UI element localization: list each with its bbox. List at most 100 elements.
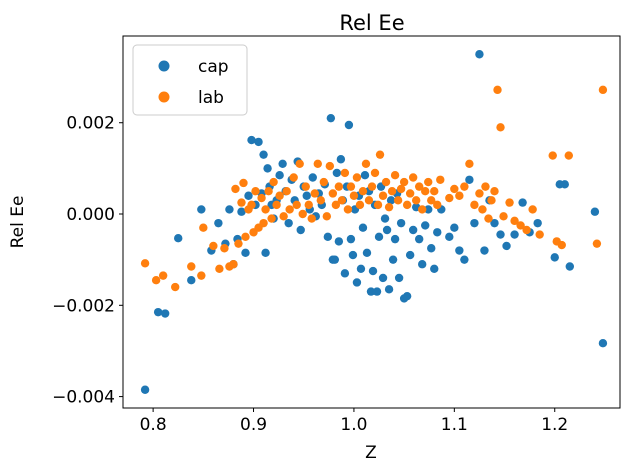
cap-point-20: [261, 248, 270, 258]
lab-point-61: [373, 200, 383, 210]
cap-point-2: [160, 309, 170, 318]
lab-point-22: [257, 193, 266, 203]
lab-point-2: [158, 271, 168, 280]
lab-point-60: [370, 168, 380, 178]
cap-point-103: [502, 241, 511, 251]
x-tick-label-2: 1.0: [340, 415, 367, 435]
cap-point-42: [323, 232, 333, 242]
cap-point-105: [518, 198, 527, 207]
cap-point-90: [433, 228, 442, 237]
lab-point-32: [285, 205, 294, 214]
lab-point-47: [331, 200, 341, 210]
lab-point-96: [496, 123, 505, 132]
lab-point-94: [490, 186, 499, 196]
cap-point-15: [247, 135, 256, 145]
lab-point-62: [375, 150, 385, 159]
cap-point-72: [384, 285, 394, 294]
lab-point-98: [505, 198, 514, 207]
lab-point-58: [364, 196, 374, 205]
lab-point-91: [481, 182, 490, 191]
lab-point-81: [433, 200, 442, 210]
lab-point-30: [279, 212, 288, 221]
cap-point-87: [424, 205, 433, 214]
lab-point-78: [424, 177, 433, 187]
cap-point-9: [225, 205, 234, 214]
lab-point-16: [241, 232, 250, 242]
lab-point-67: [390, 171, 400, 180]
cap-point-92: [445, 232, 454, 242]
cap-point-61: [362, 248, 372, 258]
lab-point-39: [307, 214, 316, 223]
cap-point-95: [460, 255, 469, 264]
cap-point-26: [275, 171, 284, 180]
cap-point-93: [450, 223, 459, 232]
cap-point-69: [378, 273, 388, 283]
lab-point-34: [292, 200, 301, 210]
lab-point-28: [272, 200, 281, 210]
lab-point-5: [197, 271, 206, 280]
y-tick-label-3: 0.002: [66, 114, 115, 134]
legend-marker-cap: [158, 60, 170, 72]
lab-point-85: [455, 191, 464, 200]
lab-point-106: [557, 240, 566, 250]
lab-point-31: [282, 186, 291, 196]
lab-point-11: [229, 260, 238, 269]
cap-point-85: [418, 260, 427, 269]
lab-point-89: [475, 189, 484, 198]
cap-point-60: [360, 171, 370, 180]
lab-point-92: [484, 214, 493, 223]
cap-point-29: [284, 218, 293, 228]
y-axis-ticks: −0.004 −0.002 0.000 0.002: [52, 114, 123, 408]
cap-point-12: [237, 207, 246, 216]
lab-point-25: [264, 186, 273, 196]
lab-point-29: [275, 191, 284, 200]
chart-title: Rel Ee: [339, 11, 404, 35]
lab-point-42: [316, 196, 325, 205]
cap-point-21: [263, 164, 272, 173]
cap-point-66: [372, 287, 382, 296]
cap-point-80: [402, 291, 412, 301]
cap-point-102: [496, 230, 505, 239]
lab-point-33: [289, 173, 298, 182]
lab-point-79: [427, 196, 436, 205]
lab-point-100: [516, 221, 525, 230]
cap-point-81: [405, 250, 415, 260]
cap-point-59: [358, 223, 368, 232]
cap-point-63: [366, 287, 376, 296]
lab-point-70: [399, 177, 409, 187]
cap-point-94: [455, 246, 464, 255]
cap-point-17: [254, 137, 263, 147]
lab-point-40: [310, 189, 319, 198]
lab-point-13: [234, 239, 243, 248]
cap-point-82: [408, 225, 418, 235]
cap-point-70: [380, 214, 390, 223]
lab-point-35: [295, 159, 304, 168]
lab-point-51: [343, 205, 353, 214]
lab-point-68: [393, 196, 403, 205]
lab-point-27: [269, 177, 278, 187]
lab-point-97: [499, 212, 508, 221]
legend-label-lab: lab: [198, 88, 224, 108]
cap-point-89: [430, 264, 439, 273]
lab-point-76: [418, 205, 427, 214]
cap-point-111: [565, 262, 574, 271]
cap-point-35: [302, 191, 311, 200]
lab-point-66: [387, 186, 397, 196]
lab-point-86: [460, 182, 469, 191]
lab-point-3: [171, 282, 180, 292]
cap-point-27: [278, 159, 287, 168]
lab-point-108: [592, 239, 602, 248]
plot-frame: [122, 35, 621, 409]
y-tick-label-2: 0.000: [66, 205, 115, 225]
lab-point-49: [337, 196, 347, 205]
lab-point-9: [220, 244, 229, 253]
lab-point-48: [334, 182, 344, 191]
lab-point-88: [470, 200, 479, 210]
cap-point-104: [510, 230, 519, 239]
cap-point-107: [533, 218, 542, 228]
cap-point-54: [348, 250, 358, 260]
lab-point-52: [346, 182, 356, 191]
cap-point-33: [296, 225, 305, 235]
cap-point-99: [480, 246, 489, 255]
